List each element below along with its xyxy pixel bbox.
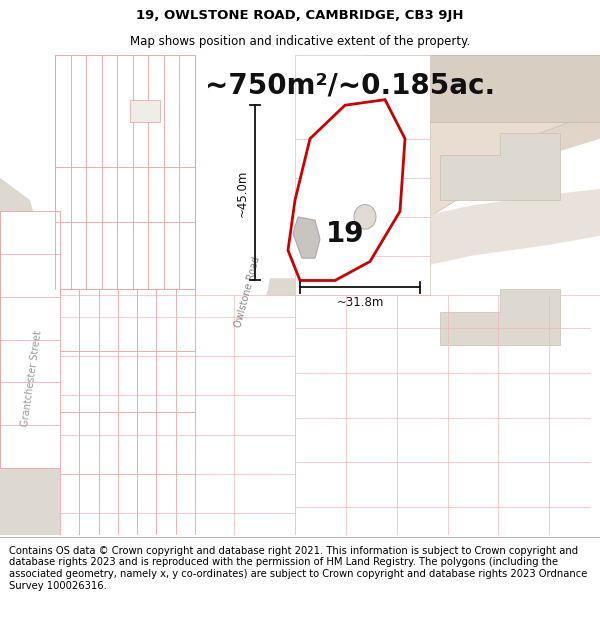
- Polygon shape: [60, 295, 295, 535]
- Text: Contains OS data © Crown copyright and database right 2021. This information is : Contains OS data © Crown copyright and d…: [9, 546, 587, 591]
- Text: Grantchester Street: Grantchester Street: [20, 330, 44, 428]
- Polygon shape: [0, 55, 600, 535]
- Text: ~45.0m: ~45.0m: [236, 169, 249, 216]
- Polygon shape: [0, 177, 80, 535]
- Text: Map shows position and indicative extent of the property.: Map shows position and indicative extent…: [130, 35, 470, 48]
- Polygon shape: [365, 55, 600, 234]
- Polygon shape: [130, 99, 160, 122]
- Polygon shape: [295, 55, 430, 295]
- Circle shape: [354, 204, 376, 229]
- Polygon shape: [350, 189, 600, 278]
- Polygon shape: [55, 55, 195, 289]
- Polygon shape: [293, 217, 320, 258]
- Text: 19: 19: [326, 219, 364, 248]
- Text: ~31.8m: ~31.8m: [337, 296, 383, 309]
- Polygon shape: [288, 99, 405, 281]
- Polygon shape: [295, 295, 600, 535]
- Text: 19, OWLSTONE ROAD, CAMBRIDGE, CB3 9JH: 19, OWLSTONE ROAD, CAMBRIDGE, CB3 9JH: [136, 9, 464, 22]
- Polygon shape: [430, 55, 600, 122]
- Polygon shape: [165, 278, 300, 535]
- Text: ~750m²/~0.185ac.: ~750m²/~0.185ac.: [205, 72, 495, 100]
- Polygon shape: [0, 211, 60, 468]
- Text: Owlstone Road: Owlstone Road: [234, 255, 262, 328]
- Polygon shape: [60, 289, 195, 535]
- Polygon shape: [370, 55, 600, 245]
- Polygon shape: [440, 133, 560, 200]
- Polygon shape: [440, 289, 560, 345]
